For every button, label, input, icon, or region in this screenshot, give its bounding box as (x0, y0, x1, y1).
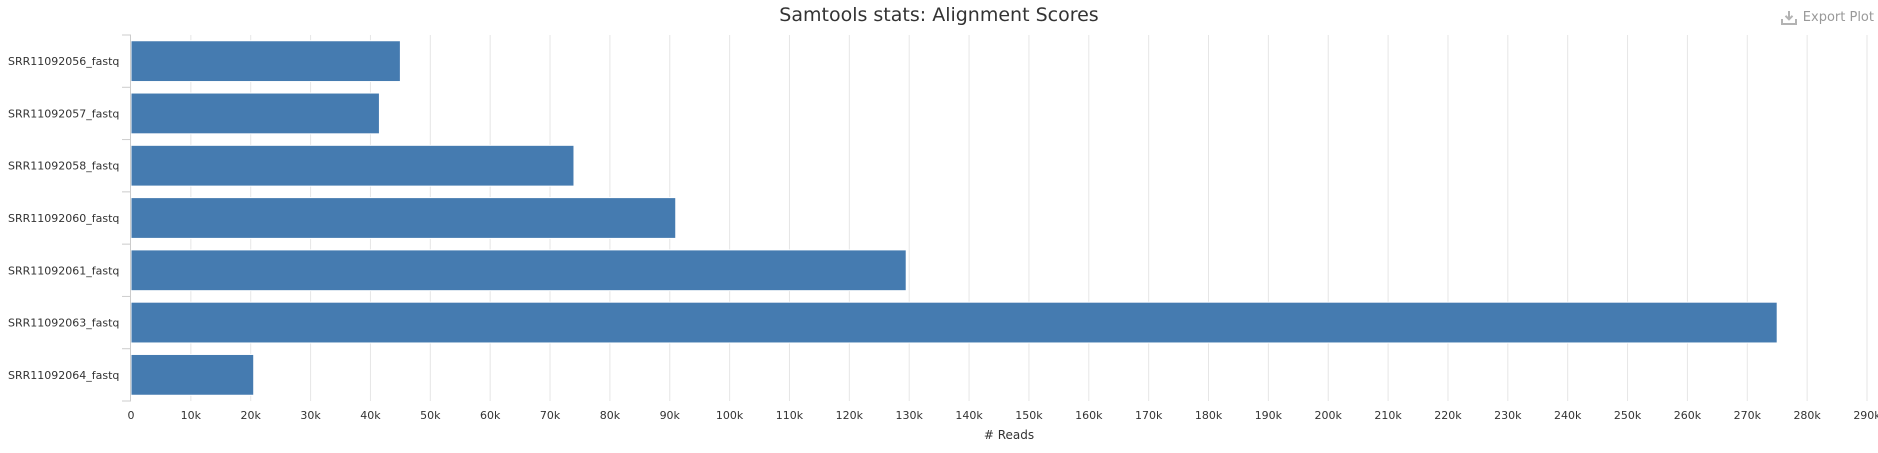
x-tick-label: 230k (1494, 409, 1522, 422)
category-label: SRR11092061_fastq (8, 264, 119, 277)
category-label: SRR11092060_fastq (8, 212, 119, 225)
category-label: SRR11092063_fastq (8, 317, 119, 330)
chart-title: Samtools stats: Alignment Scores (779, 4, 1099, 26)
x-axis-title: # Reads (984, 428, 1034, 442)
x-tick-label: 270k (1734, 409, 1762, 422)
category-label: SRR11092064_fastq (8, 369, 119, 382)
x-tick-label: 210k (1374, 409, 1402, 422)
x-tick-label: 250k (1614, 409, 1642, 422)
x-tick-label: 10k (181, 409, 202, 422)
x-tick-label: 50k (420, 409, 441, 422)
bars-layer (130, 40, 1778, 396)
x-tick-label: 260k (1674, 409, 1702, 422)
bar-SRR11092061_fastq[interactable] (130, 249, 907, 292)
x-tick-label: 90k (660, 409, 681, 422)
axis-layer (122, 34, 131, 402)
x-tick-label: 180k (1195, 409, 1223, 422)
bar-SRR11092056_fastq[interactable] (130, 40, 401, 83)
x-tick-label: 80k (600, 409, 621, 422)
x-tick-label: 280k (1793, 409, 1821, 422)
x-tick-label: 160k (1075, 409, 1103, 422)
bar-SRR11092058_fastq[interactable] (130, 144, 575, 187)
x-tick-label: 110k (776, 409, 804, 422)
x-tick-label: 220k (1434, 409, 1462, 422)
x-tick-label: 130k (896, 409, 924, 422)
download-icon (1780, 11, 1797, 25)
x-tick-label: 290k (1853, 409, 1878, 422)
x-tick-label: 140k (955, 409, 983, 422)
export-plot-label: Export Plot (1802, 10, 1874, 25)
x-tick-label: 200k (1315, 409, 1343, 422)
x-tick-label: 20k (241, 409, 262, 422)
bar-SRR11092060_fastq[interactable] (130, 197, 677, 239)
category-label: SRR11092057_fastq (8, 107, 119, 120)
x-tick-label: 70k (540, 409, 561, 422)
x-tick-label: 100k (716, 409, 744, 422)
bar-SRR11092057_fastq[interactable] (130, 92, 380, 135)
x-tick-label: 60k (480, 409, 501, 422)
x-tick-label: 170k (1135, 409, 1163, 422)
labels-layer: 0 10k 20k 30k 40k 50k 60k 70k 80k 90k 100k 110k 120k… (8, 55, 1878, 442)
export-plot-button[interactable]: Export Plot (1780, 10, 1874, 25)
x-tick-label: 150k (1015, 409, 1043, 422)
x-tick-label: 240k (1554, 409, 1582, 422)
category-label: SRR11092056_fastq (8, 55, 119, 68)
bar-SRR11092064_fastq[interactable] (130, 353, 255, 396)
x-tick-label: 190k (1255, 409, 1283, 422)
x-tick-label: 0 (128, 409, 135, 422)
bar-SRR11092063_fastq[interactable] (130, 301, 1778, 344)
x-tick-label: 30k (300, 409, 321, 422)
category-label: SRR11092058_fastq (8, 160, 119, 173)
x-tick-label: 40k (360, 409, 381, 422)
x-tick-label: 120k (836, 409, 864, 422)
